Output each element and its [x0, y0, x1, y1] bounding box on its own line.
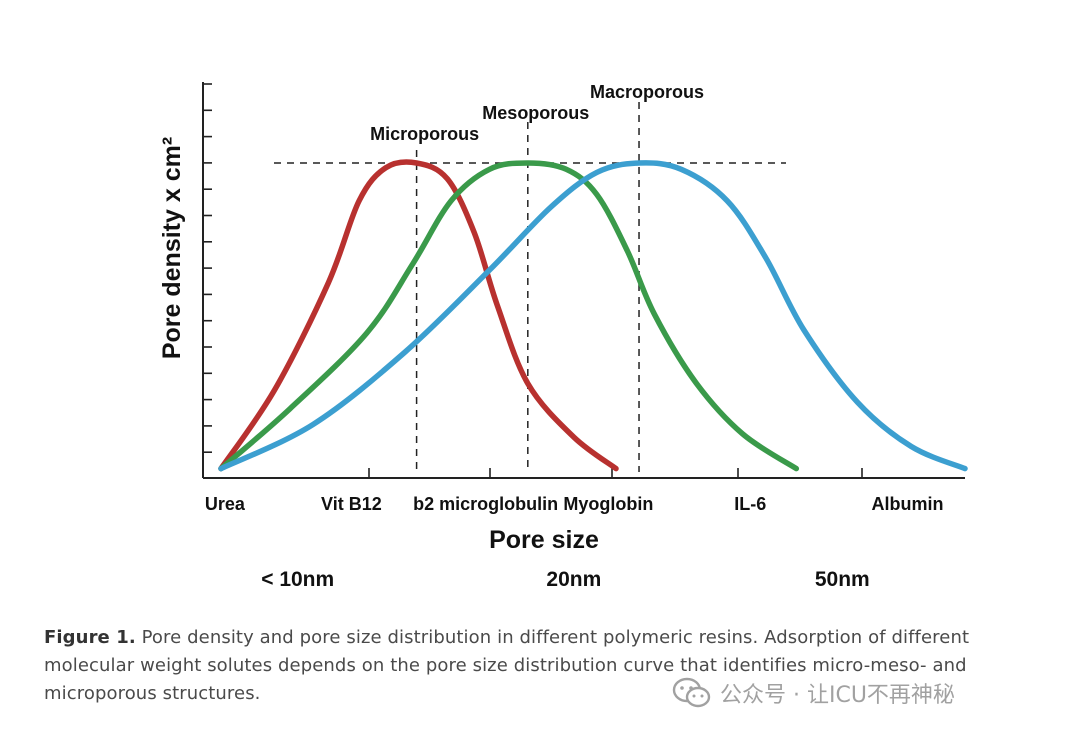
series-label-microporous: Microporous: [370, 124, 479, 144]
figure-label: Figure 1.: [44, 627, 136, 648]
size-label: 50nm: [815, 568, 870, 591]
size-label: 20nm: [546, 568, 601, 591]
y-axis-title: Pore density x cm²: [158, 137, 186, 359]
curve-macroporous: [218, 160, 968, 472]
x-category-label: Myoglobin: [563, 494, 653, 514]
curve-microporous: [218, 159, 619, 472]
peak-guides: [274, 102, 786, 472]
series-curves: [218, 159, 968, 472]
series-label-macroporous: Macroporous: [590, 82, 704, 102]
x-axis-title: Pore size: [489, 526, 599, 554]
wechat-watermark: 公众号 · 让ICU不再神秘: [672, 676, 955, 710]
x-category-label: b2 microglobulin: [413, 494, 558, 514]
x-category-label: Albumin: [871, 494, 943, 514]
x-category-label: IL-6: [734, 494, 766, 514]
curve-mesoporous: [218, 160, 800, 472]
y-axis-ticks: [203, 83, 212, 454]
x-category-label: Urea: [205, 494, 246, 514]
x-axis-ticks: [368, 468, 863, 478]
figure-caption-text: Pore density and pore size distribution …: [44, 627, 970, 704]
x-category-labels: Urea Vit B12 b2 microglobulin Myoglobin IL-6…: [205, 494, 944, 514]
size-label: < 10nm: [261, 568, 334, 591]
wechat-icon: [672, 677, 711, 708]
series-label-mesoporous: Mesoporous: [482, 103, 589, 123]
watermark-text: 公众号 · 让ICU不再神秘: [720, 683, 955, 708]
size-labels: < 10nm 20nm 50nm: [261, 568, 869, 591]
x-category-label: Vit B12: [321, 494, 382, 514]
figure-caption: Figure 1. Pore density and pore size dis…: [44, 624, 1059, 708]
